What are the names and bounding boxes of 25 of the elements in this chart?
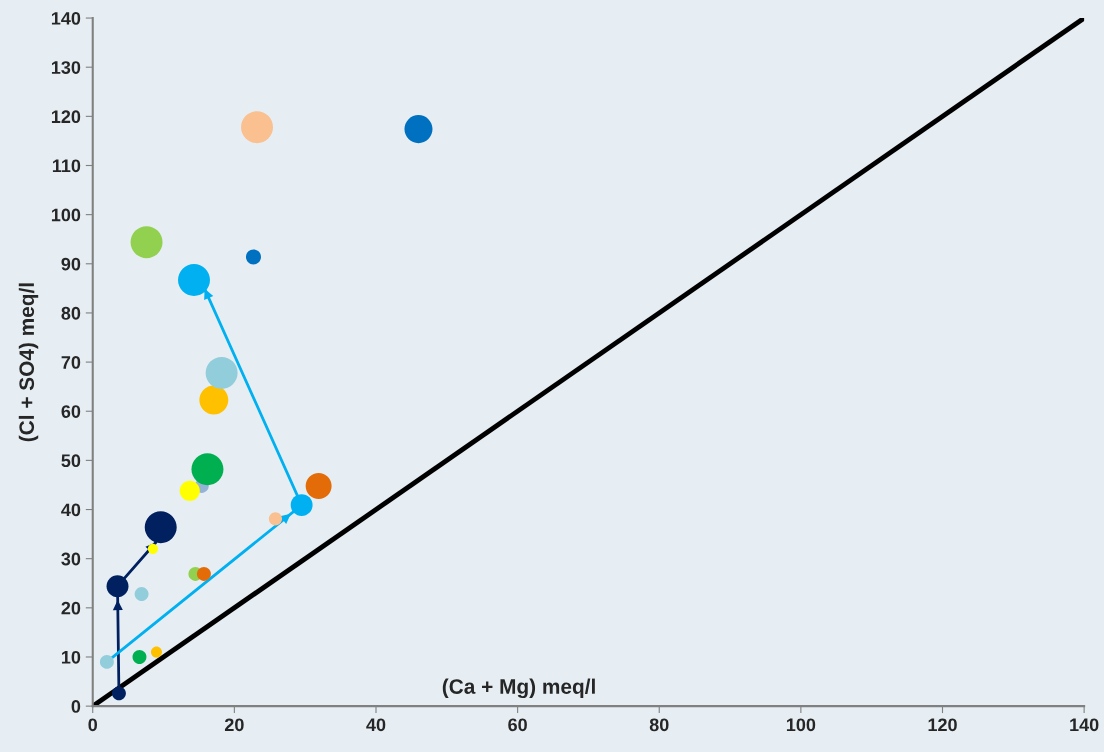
y-tick-label: 110: [52, 159, 81, 173]
x-tick-label: 60: [508, 718, 527, 732]
y-tick-label: 90: [61, 257, 81, 271]
y-tick-label: 20: [61, 601, 81, 615]
y-axis-title: (Cl + SO4) meq/l: [18, 283, 39, 442]
y-tick-label: 60: [61, 405, 81, 418]
y-tick-label: 40: [61, 503, 81, 517]
x-tick-label: 40: [366, 718, 386, 732]
x-tick-label: 0: [88, 718, 98, 732]
y-tick-label: 80: [61, 306, 81, 320]
y-tick-label: 50: [61, 454, 81, 468]
x-axis-title: (Ca + Mg) meq/l: [442, 678, 595, 699]
y-tick-label: 130: [51, 61, 81, 74]
x-tick-label: 100: [786, 718, 816, 732]
y-tick-label: 0: [71, 700, 81, 713]
x-tick-label: 140: [1070, 718, 1099, 732]
x-tick-label: 20: [224, 718, 244, 732]
x-tick-label: 80: [649, 718, 669, 732]
y-tick-label: 30: [61, 552, 81, 566]
y-tick-label: 70: [61, 356, 81, 369]
x-tick-label: 120: [928, 718, 957, 732]
y-tick-label: 140: [51, 11, 81, 25]
y-tick-label: 100: [51, 208, 81, 222]
y-tick-label: 120: [51, 110, 81, 124]
y-tick-label: 10: [61, 650, 81, 664]
